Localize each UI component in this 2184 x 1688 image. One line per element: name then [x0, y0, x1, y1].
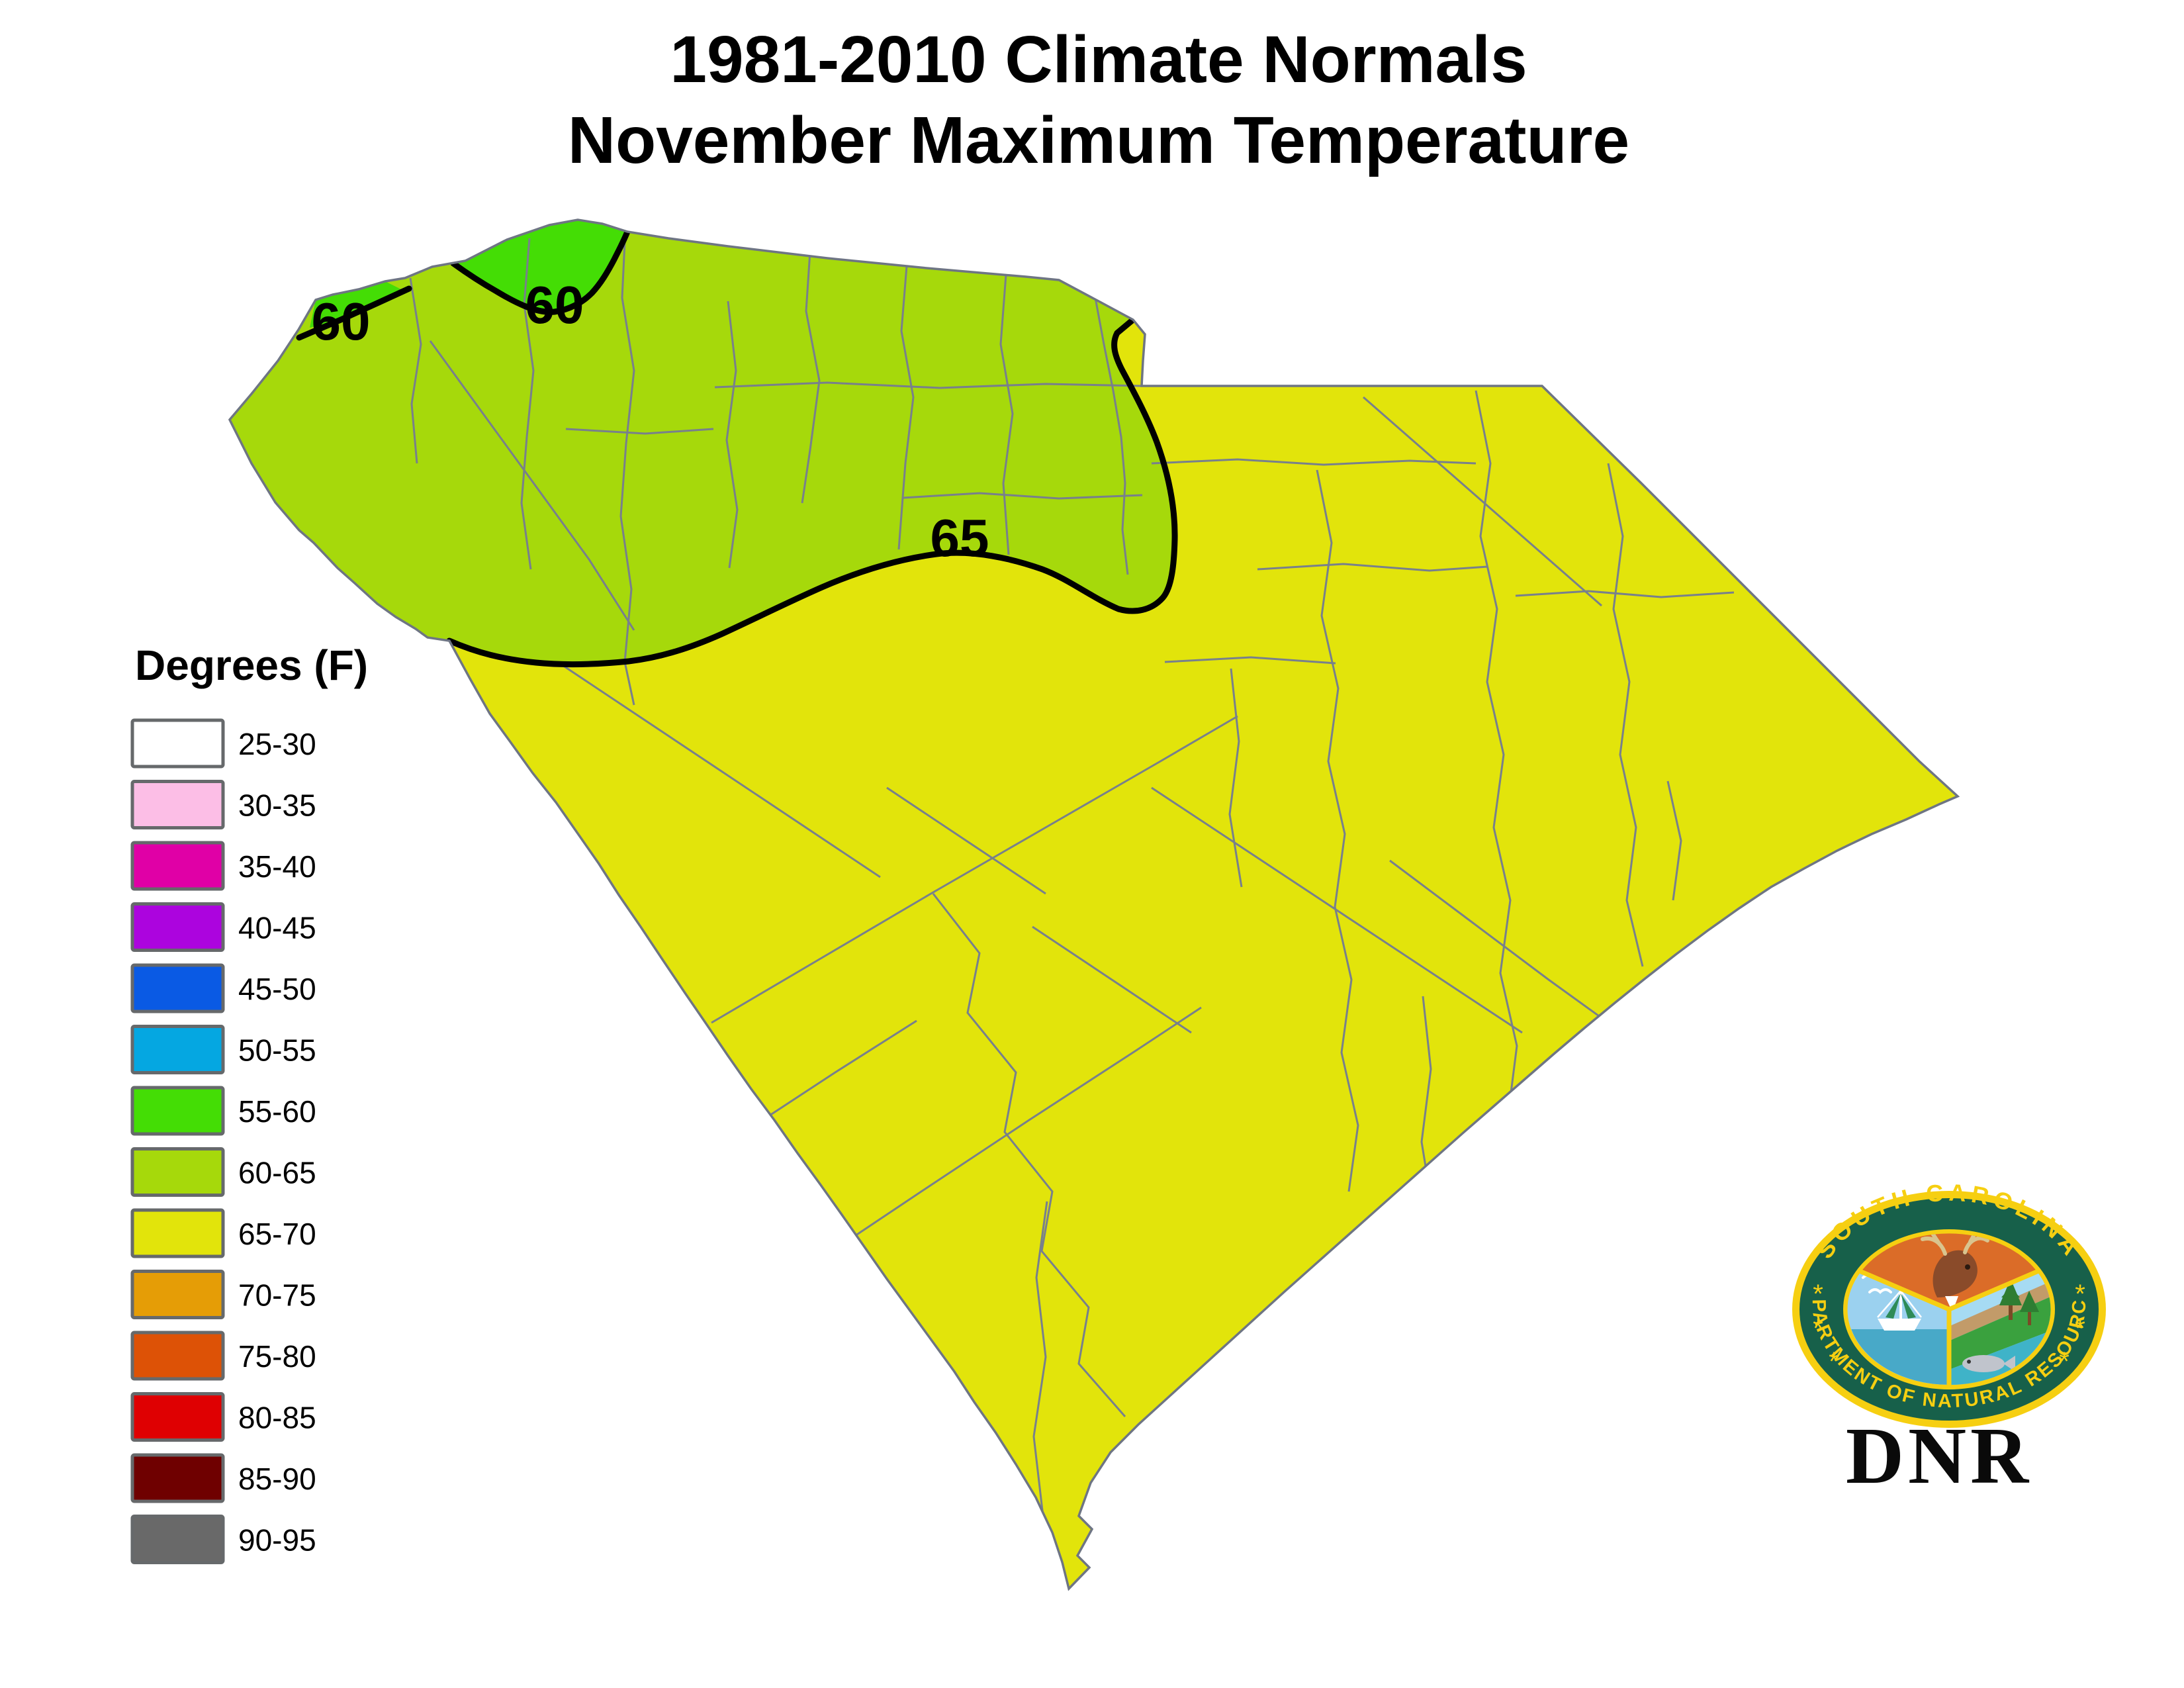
seal-dividers — [1858, 1269, 2040, 1387]
deer-antlers-icon — [1921, 1233, 1989, 1256]
legend-item-40-45: 40-45 — [130, 902, 316, 952]
svg-text:*: * — [1813, 1314, 1823, 1343]
legend-label: 30-35 — [238, 788, 316, 823]
svg-text:*: * — [2075, 1280, 2085, 1309]
legend-swatch — [130, 718, 225, 769]
legend-label: 35-40 — [238, 849, 316, 884]
title-line-2: November Maximum Temperature — [568, 103, 1629, 177]
legend-swatch — [130, 1515, 225, 1564]
legend-swatch — [130, 1086, 225, 1136]
svg-text:*: * — [1829, 1347, 1839, 1376]
legend-label: 55-60 — [238, 1094, 316, 1129]
legend-label: 80-85 — [238, 1401, 316, 1435]
shrimp-boat-icon — [1877, 1290, 1922, 1331]
legend-item-60-65: 60-65 — [130, 1147, 316, 1197]
legend-label: 40-45 — [238, 911, 316, 945]
seal-stars: * * * * * * — [1813, 1280, 2085, 1376]
temperature-contours — [296, 228, 1178, 668]
svg-text:*: * — [2075, 1314, 2085, 1343]
svg-text:*: * — [1813, 1280, 1823, 1309]
legend-rows: 25-30 30-35 35-40 40-45 45-50 50-55 55-60 60-65… — [130, 718, 316, 1564]
contour-60-pocket — [450, 228, 631, 315]
legend-item-75-80: 75-80 — [130, 1331, 316, 1381]
legend-swatch — [130, 1025, 225, 1074]
legend-item-25-30: 25-30 — [130, 718, 316, 769]
legend-label: 75-80 — [238, 1339, 316, 1374]
contour-label-60-west: 60 — [312, 292, 371, 351]
contour-label-65: 65 — [931, 508, 989, 567]
seal-grass — [1949, 1295, 2051, 1372]
legend-item-80-85: 80-85 — [130, 1392, 316, 1442]
legend-swatch — [130, 1392, 225, 1442]
deer-head-icon — [1933, 1250, 1978, 1297]
scdnr-seal: SOUTH CAROLINA DEPARTMENT OF NATURAL RES… — [1792, 1179, 2106, 1501]
legend-swatch — [130, 963, 225, 1013]
legend-swatch — [130, 1147, 225, 1197]
legend-label: 85-90 — [238, 1462, 316, 1496]
sc-county-map: 60 60 65 — [228, 218, 1960, 1591]
legend-label: 60-65 — [238, 1156, 316, 1190]
legend-item-50-55: 50-55 — [130, 1025, 316, 1074]
legend-label: 70-75 — [238, 1278, 316, 1313]
legend-label: 45-50 — [238, 972, 316, 1006]
county-boundaries — [409, 228, 1735, 1589]
legend-swatch — [130, 780, 225, 829]
title-line-1: 1981-2010 Climate Normals — [670, 23, 1527, 97]
contour-65 — [446, 316, 1178, 668]
fish-icon — [1962, 1355, 2015, 1372]
legend-item-65-70: 65-70 — [130, 1208, 316, 1258]
legend: Degrees (F) 25-30 30-35 35-40 40-45 45-50 50-… — [130, 641, 368, 1564]
legend-item-90-95: 90-95 — [130, 1515, 316, 1564]
legend-item-85-90: 85-90 — [130, 1453, 316, 1503]
page-title: 1981-2010 Climate Normals November Maxim… — [568, 23, 1629, 177]
legend-swatch — [130, 1453, 225, 1503]
seal-beach — [1949, 1280, 2051, 1344]
legend-swatch — [130, 841, 225, 891]
legend-label: 65-70 — [238, 1217, 316, 1251]
seal-water-left — [1851, 1329, 1949, 1385]
legend-label: 50-55 — [238, 1033, 316, 1068]
legend-heading: Degrees (F) — [135, 641, 368, 689]
legend-swatch — [130, 1270, 225, 1319]
legend-item-70-75: 70-75 — [130, 1270, 316, 1319]
contour-label-60-north: 60 — [525, 275, 584, 334]
legend-swatch — [130, 1331, 225, 1381]
svg-text:*: * — [2059, 1347, 2070, 1376]
deer-chest — [1945, 1296, 1958, 1309]
dnr-caption: DNR — [1846, 1411, 2032, 1501]
legend-item-35-40: 35-40 — [130, 841, 316, 891]
legend-label: 25-30 — [238, 727, 316, 761]
legend-swatch — [130, 902, 225, 952]
deer-eye — [1965, 1264, 1970, 1270]
contour-60-tip — [296, 285, 412, 341]
legend-label: 90-95 — [238, 1523, 316, 1558]
area-55-60-sliver — [310, 281, 404, 328]
legend-item-30-35: 30-35 — [130, 780, 316, 829]
legend-swatch — [130, 1208, 225, 1258]
state-border — [228, 218, 1960, 1591]
legend-item-45-50: 45-50 — [130, 963, 316, 1013]
legend-item-55-60: 55-60 — [130, 1086, 316, 1136]
pine-trees-icon — [1999, 1279, 2039, 1325]
